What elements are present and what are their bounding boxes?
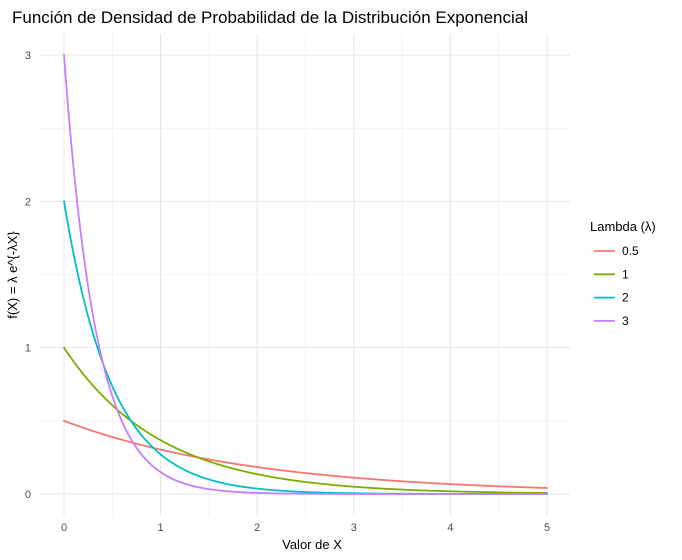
legend-label: 2 — [622, 291, 629, 305]
x-tick-label: 2 — [254, 522, 260, 534]
x-tick-label: 1 — [158, 522, 164, 534]
y-tick-label: 3 — [25, 50, 31, 62]
series-line-lambda-1 — [63, 346, 548, 494]
x-tick-label: 0 — [61, 522, 67, 534]
legend-label: 1 — [622, 267, 629, 281]
x-tick-label: 3 — [351, 522, 357, 534]
series-line-lambda-0-5 — [63, 419, 548, 489]
major-gridlines — [40, 34, 570, 516]
y-tick-label: 0 — [25, 489, 31, 501]
series-lines — [63, 54, 548, 495]
y-axis-label: f(X) = λ e^{-λX} — [5, 231, 20, 319]
chart-title: Función de Densidad de Probabilidad de l… — [12, 8, 528, 27]
legend-label: 0.5 — [622, 244, 639, 258]
minor-gridlines — [40, 34, 570, 516]
legend-label: 3 — [622, 314, 629, 328]
legend: Lambda (λ) 0.5 1 2 3 — [590, 219, 656, 328]
x-tick-label: 5 — [544, 522, 550, 534]
y-tick-label: 1 — [25, 343, 31, 355]
x-axis-ticks: 0 1 2 3 4 5 — [61, 522, 550, 534]
legend-title: Lambda (λ) — [590, 219, 656, 234]
series-line-lambda-3 — [63, 54, 548, 495]
legend-items: 0.5 1 2 3 — [594, 244, 639, 328]
x-tick-label: 4 — [447, 522, 453, 534]
y-axis-ticks: 0 1 2 3 — [25, 50, 31, 501]
y-tick-label: 2 — [25, 196, 31, 208]
x-axis-label: Valor de X — [282, 537, 342, 552]
